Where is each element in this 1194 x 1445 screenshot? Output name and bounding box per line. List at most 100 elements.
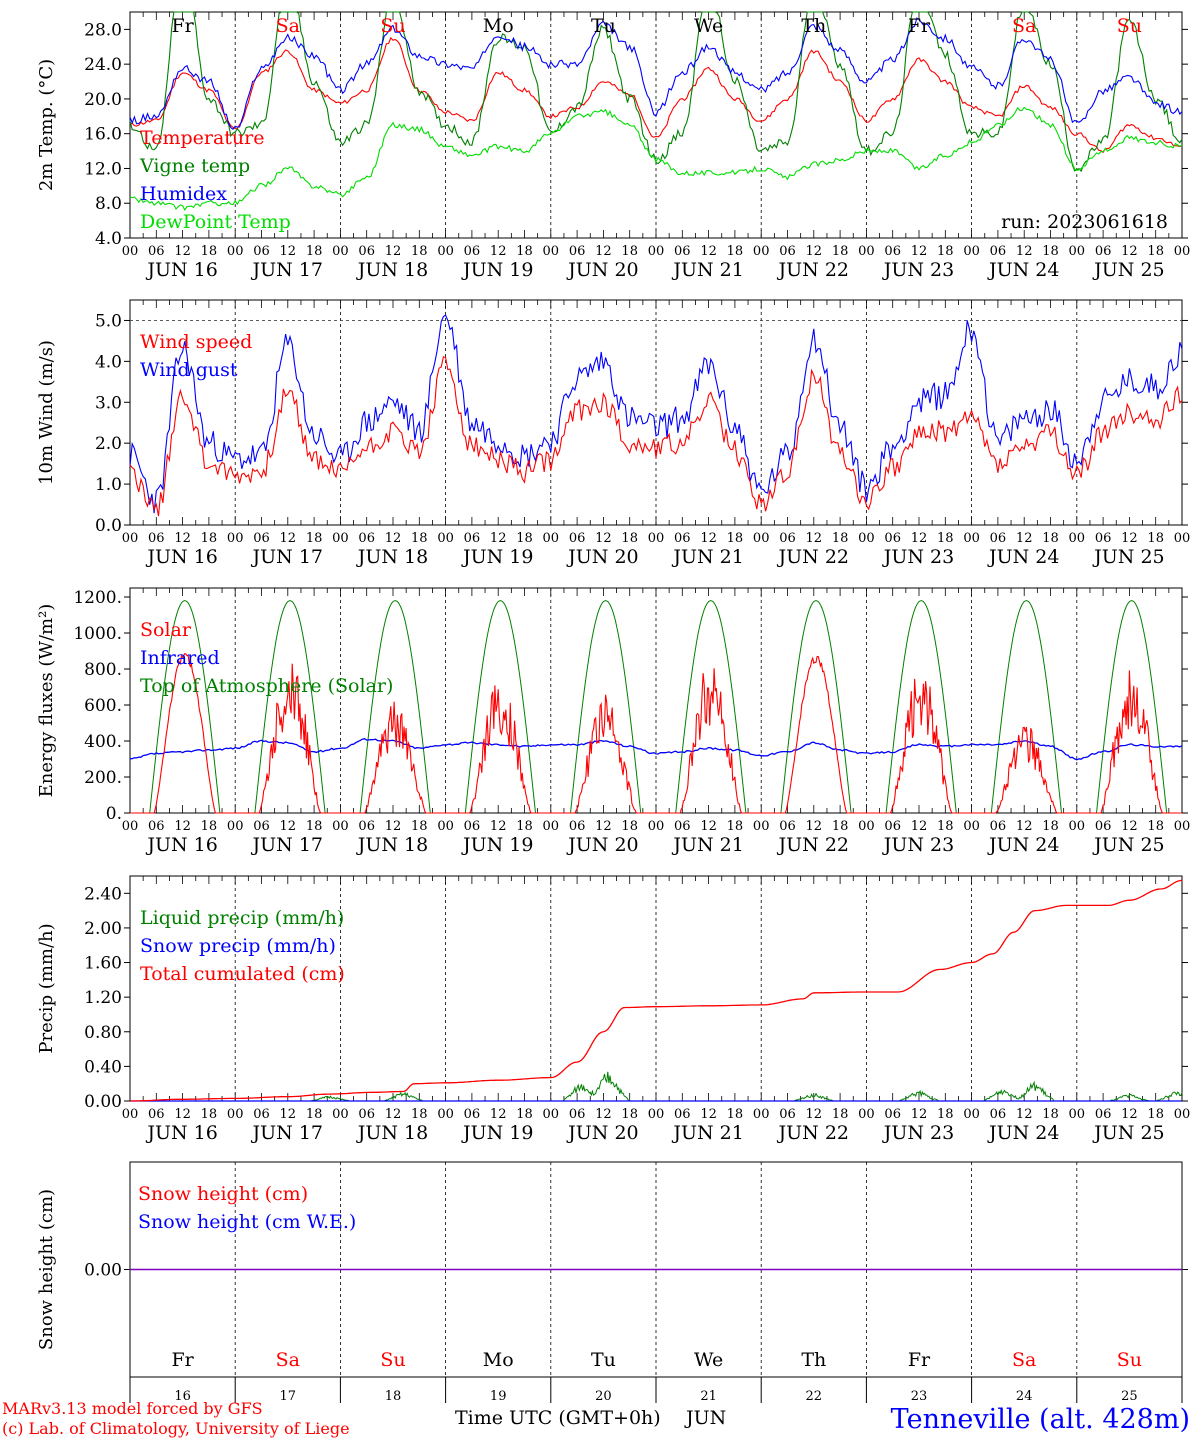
hour-label: 18 [1147, 1107, 1164, 1122]
weekday-label: Tu [591, 1349, 616, 1371]
hour-label: 18 [306, 819, 323, 834]
hour-label: 06 [674, 1107, 691, 1122]
hour-label: 06 [884, 244, 901, 259]
hour-label: 00 [1174, 819, 1191, 834]
credit-line-2: (c) Lab. of Climatology, University of L… [2, 1419, 350, 1438]
series-temperature [129, 36, 1183, 154]
hour-label: 00 [332, 1107, 349, 1122]
weekday-label: Tu [591, 15, 616, 37]
panel-3: 0. 200. 400. 600. 800. 1000. 1200. Energy fluxe… [36, 587, 1191, 856]
hour-label: 06 [358, 1107, 375, 1122]
hour-label: 12 [385, 1107, 402, 1122]
day-number: 20 [595, 1389, 612, 1404]
hour-label: 06 [1095, 531, 1112, 546]
hour-label: 00 [1069, 531, 1086, 546]
y-tick-label: 2.40 [84, 884, 122, 904]
hour-label: 06 [990, 819, 1007, 834]
hour-label: 12 [174, 819, 191, 834]
panel-5: 0.00 Snow height (cm) Snow height (cm) Snow… [36, 1161, 1188, 1404]
hour-label: 06 [148, 1107, 165, 1122]
day-number: 24 [1016, 1389, 1033, 1404]
date-label: JUN 24 [987, 259, 1059, 281]
date-label: JUN 18 [356, 834, 428, 856]
hour-label: 18 [201, 244, 218, 259]
hour-label: 12 [174, 531, 191, 546]
hour-label: 00 [648, 1107, 665, 1122]
run-label: run: 2023061618 [1001, 211, 1168, 233]
hour-label: 18 [306, 1107, 323, 1122]
weekday-label: Sa [276, 1349, 300, 1371]
hour-label: 18 [516, 531, 533, 546]
hour-label: 12 [280, 1107, 297, 1122]
hour-label: 12 [174, 1107, 191, 1122]
hour-label: 00 [332, 531, 349, 546]
hour-label: 00 [1069, 819, 1086, 834]
hour-label: 06 [358, 244, 375, 259]
hour-label: 18 [411, 531, 428, 546]
hour-label: 06 [884, 1107, 901, 1122]
hour-label: 00 [753, 819, 770, 834]
hour-label: 00 [543, 819, 560, 834]
weekday-label: Su [1117, 1349, 1142, 1371]
y-tick-label: 20.0 [84, 90, 122, 110]
date-label: JUN 17 [251, 834, 323, 856]
hour-label: 00 [858, 819, 875, 834]
hour-label: 06 [674, 244, 691, 259]
weekday-label: Fr [171, 15, 194, 37]
y-tick-label: 0. [106, 804, 122, 824]
hour-label: 18 [1042, 819, 1059, 834]
hour-label: 06 [358, 531, 375, 546]
x-axis-label: Time UTC (GMT+0h) [455, 1407, 661, 1429]
hour-label: 06 [358, 819, 375, 834]
hour-label: 06 [779, 531, 796, 546]
panel-2: 0.0 1.0 2.0 3.0 4.0 5.0 10m Wind (m/s) Wind spe… [36, 299, 1190, 568]
legend-entry: Snow height (cm) [138, 1183, 308, 1205]
hour-label: 12 [911, 1107, 928, 1122]
hour-label: 12 [806, 244, 823, 259]
date-label: JUN 19 [461, 546, 533, 568]
series-infrared [130, 738, 1183, 761]
date-label: JUN 16 [145, 1122, 217, 1144]
credit-line-1: MARv3.13 model forced by GFS [2, 1399, 263, 1418]
hour-label: 00 [543, 1107, 560, 1122]
hour-label: 06 [569, 819, 586, 834]
y-tick-label: 28.0 [84, 20, 122, 40]
hour-label: 12 [700, 531, 717, 546]
weekday-label: Sa [1012, 1349, 1036, 1371]
hour-label: 18 [516, 819, 533, 834]
hour-label: 12 [280, 244, 297, 259]
hour-label: 00 [753, 531, 770, 546]
hour-label: 12 [1016, 244, 1033, 259]
hour-label: 12 [385, 531, 402, 546]
hour-label: 18 [306, 244, 323, 259]
date-label: JUN 24 [987, 834, 1059, 856]
date-label: JUN 19 [461, 1122, 533, 1144]
hour-label: 06 [253, 1107, 270, 1122]
weekday-label: Su [380, 1349, 405, 1371]
hour-label: 12 [806, 819, 823, 834]
hour-label: 06 [1095, 1107, 1112, 1122]
hour-label: 06 [990, 1107, 1007, 1122]
date-label: JUN 21 [671, 834, 743, 856]
hour-label: 12 [490, 244, 507, 259]
hour-label: 12 [174, 244, 191, 259]
hour-label: 18 [1147, 819, 1164, 834]
hour-label: 18 [1042, 1107, 1059, 1122]
y-tick-label: 24.0 [84, 55, 122, 75]
hour-label: 12 [595, 819, 612, 834]
legend-entry: Snow precip (mm/h) [140, 935, 336, 957]
hour-label: 06 [884, 531, 901, 546]
weekday-label: Sa [1012, 15, 1036, 37]
date-label: JUN 25 [1092, 259, 1164, 281]
hour-label: 18 [727, 1107, 744, 1122]
hour-label: 00 [963, 531, 980, 546]
legend-entry: Wind gust [140, 359, 238, 381]
y-axis-label: Precip (mm/h) [36, 923, 57, 1053]
day-number: 19 [490, 1389, 507, 1404]
hour-label: 00 [227, 1107, 244, 1122]
hour-label: 12 [806, 1107, 823, 1122]
panel-4: 0.00 0.40 0.80 1.20 1.60 2.00 2.40 Precip (mm/h… [36, 875, 1190, 1144]
hour-label: 00 [332, 244, 349, 259]
date-label: JUN 18 [356, 546, 428, 568]
